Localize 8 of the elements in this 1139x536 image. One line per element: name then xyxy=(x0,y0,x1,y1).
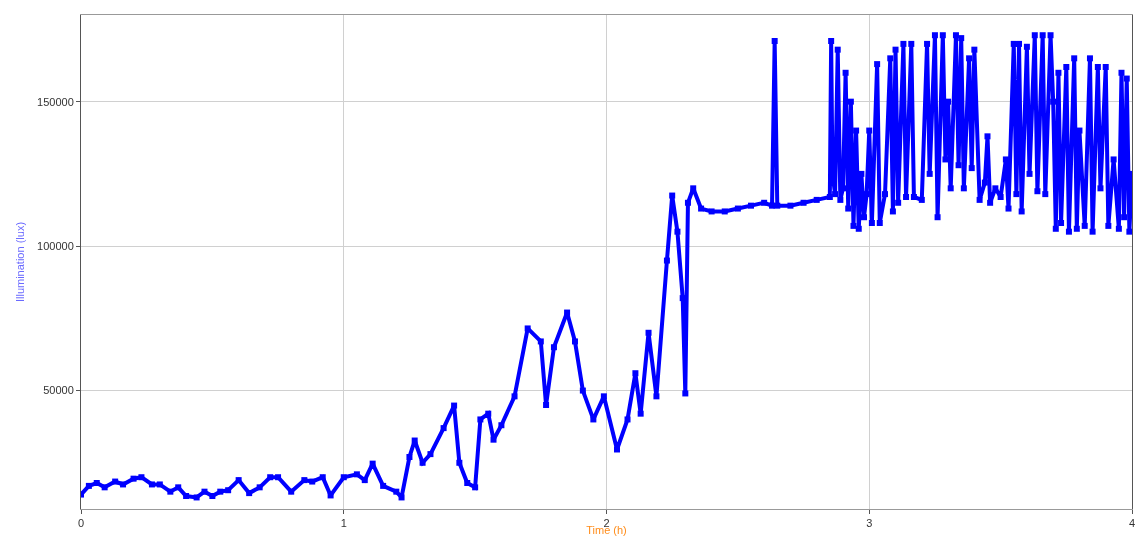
x-tick-label: 0 xyxy=(77,517,85,530)
y-tick-label: 150000 xyxy=(37,95,74,108)
x-tick-label: 4 xyxy=(1128,517,1136,530)
y-axis-title: Illumination (lux) xyxy=(13,221,26,303)
y-tick-label: 50000 xyxy=(43,384,74,397)
y-tick-label: 100000 xyxy=(37,239,74,252)
x-tick-label: 1 xyxy=(340,517,347,530)
x-tick-label: 3 xyxy=(866,517,873,530)
